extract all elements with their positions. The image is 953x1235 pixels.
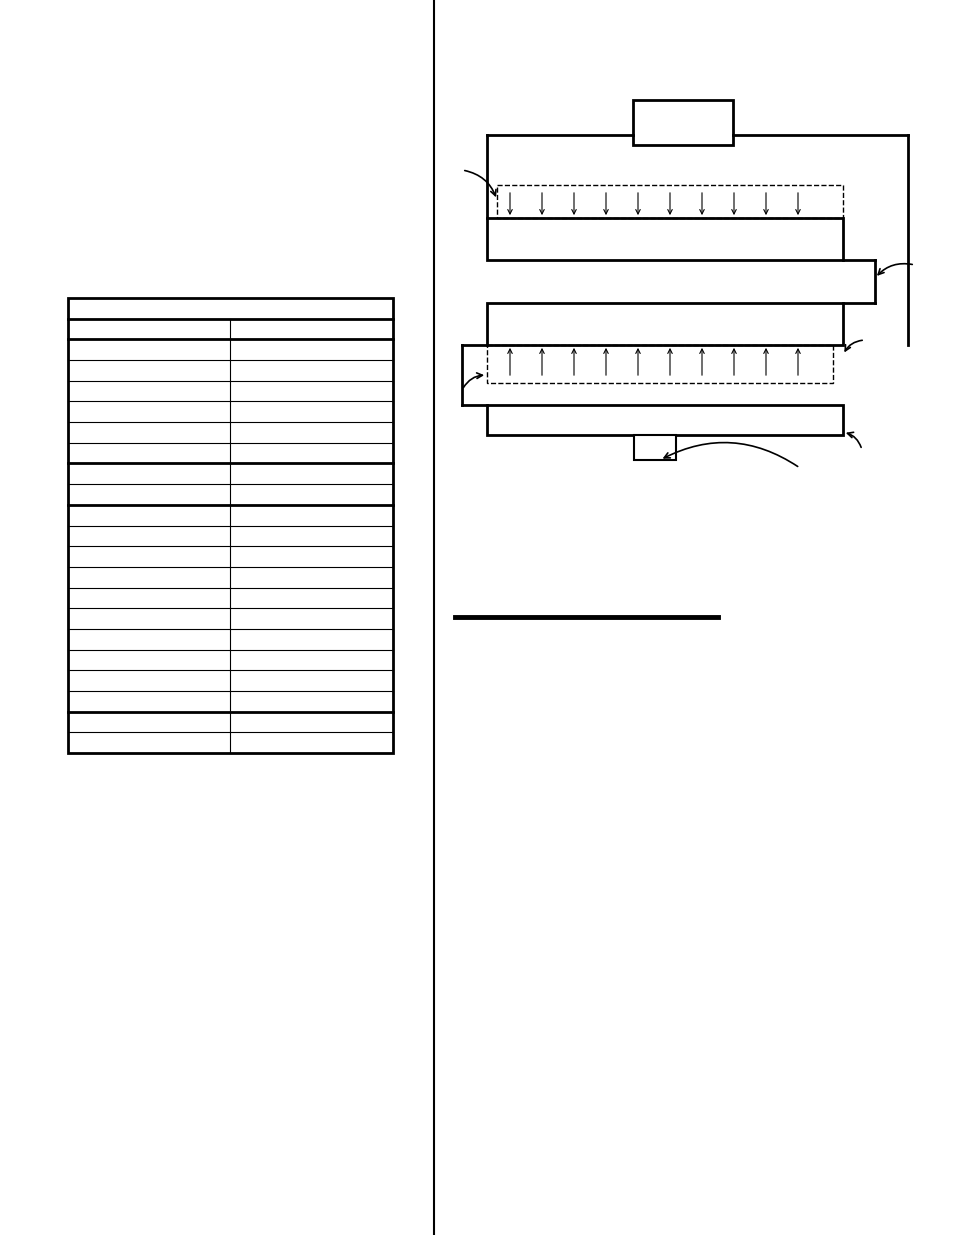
- Bar: [68, 298, 393, 753]
- Bar: [633, 100, 732, 144]
- Bar: [486, 303, 842, 345]
- Bar: [486, 219, 842, 261]
- Bar: [486, 345, 832, 383]
- Bar: [497, 185, 842, 219]
- Bar: [486, 405, 842, 435]
- Bar: [634, 435, 676, 459]
